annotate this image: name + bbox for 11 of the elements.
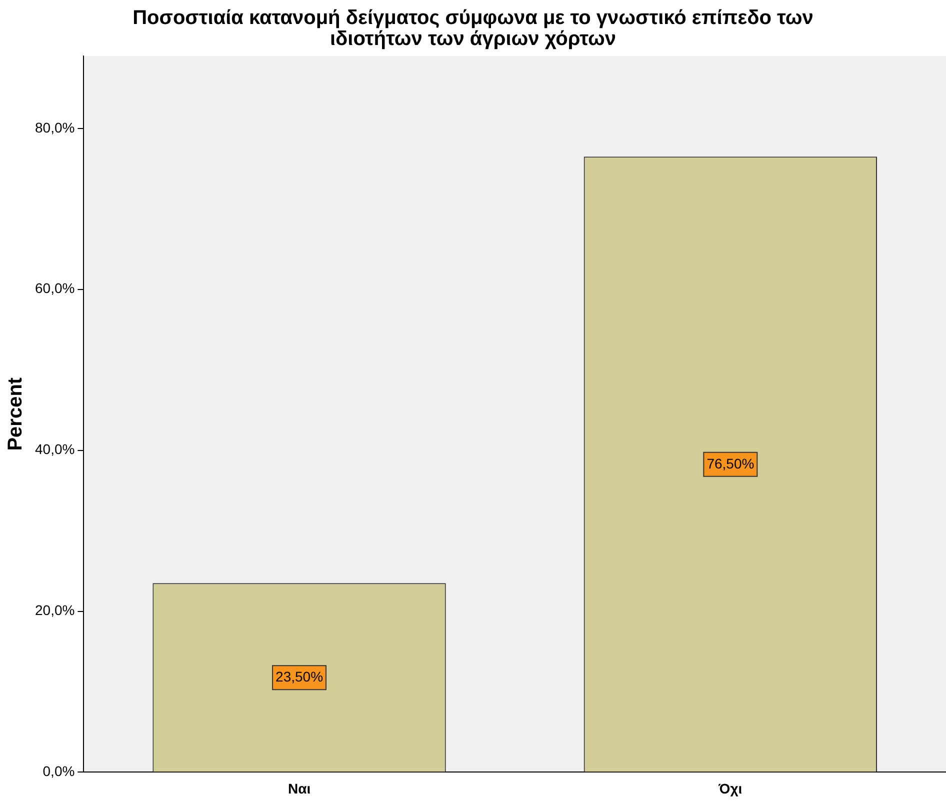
chart-title: Ποσοστιαία κατανομή δείγματος σύμφωνα με το γνωστικό επίπεδο των ιδιοτήτων των άγριων χόρτων [132,7,814,50]
x-tick-label: Όχι [718,780,742,796]
data-label: 23,50% [276,668,324,685]
y-tick-label: 40,0% [34,441,75,458]
data-label: 76,50% [706,455,754,472]
x-tick-label: Ναι [288,780,311,796]
y-axis-title: Percent [4,377,27,451]
y-tick-label: 80,0% [34,119,75,136]
y-tick-label: 20,0% [34,602,75,618]
y-tick-label: 0,0% [42,763,75,780]
y-tick-label: 60,0% [34,280,75,296]
